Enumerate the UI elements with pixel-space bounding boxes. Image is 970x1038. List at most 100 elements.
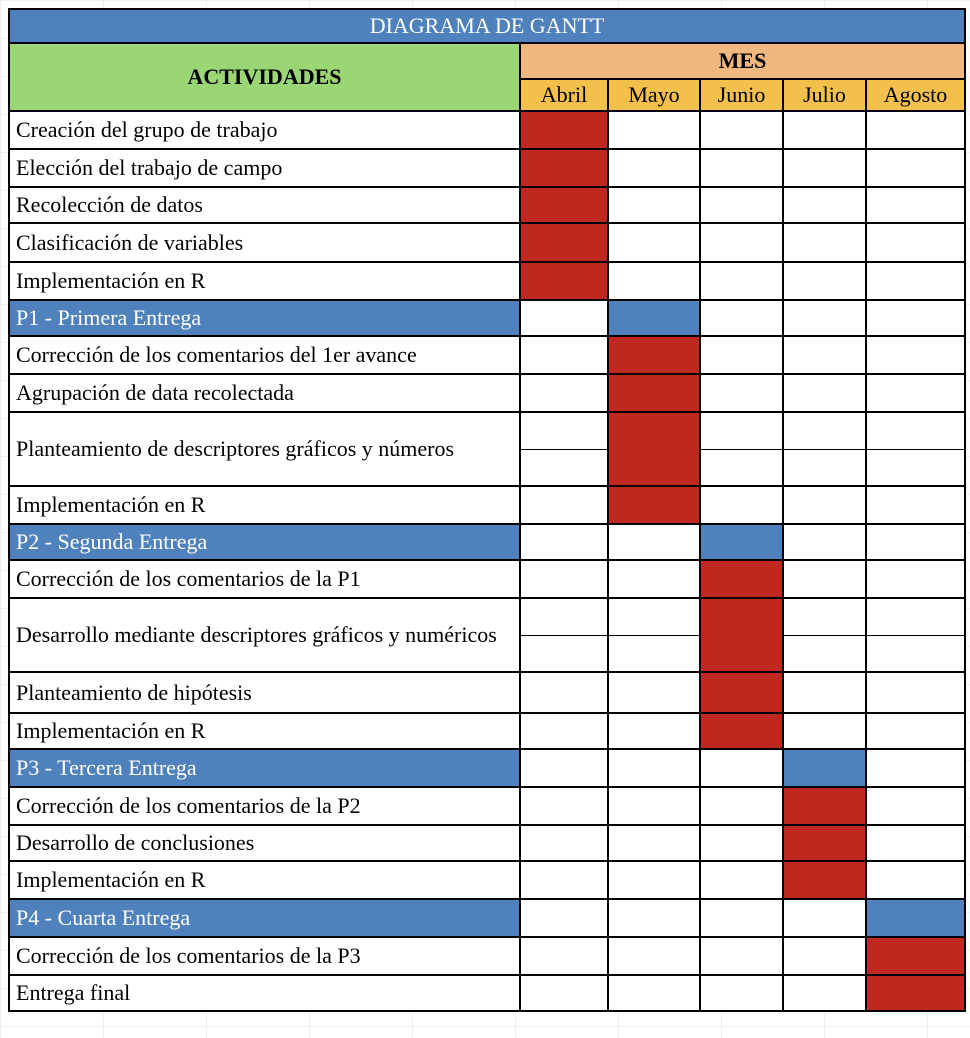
timeline-cell xyxy=(607,898,701,938)
timeline-cell xyxy=(864,411,967,487)
timeline-cell xyxy=(864,824,967,862)
timeline-cell xyxy=(519,335,609,375)
phase-label: P2 - Segunda Entrega xyxy=(8,523,521,561)
timeline-cell xyxy=(864,597,967,673)
task-bar xyxy=(519,186,609,224)
task-row: Entrega final xyxy=(8,974,967,1012)
timeline-cell xyxy=(699,110,784,150)
timeline-cell xyxy=(699,186,784,224)
activity-label: Creación del grupo de trabajo xyxy=(8,110,521,150)
task-bar xyxy=(607,373,701,413)
task-bar xyxy=(519,148,609,188)
timeline-cell xyxy=(864,748,967,788)
month-header-abril: Abril xyxy=(519,78,609,112)
timeline-cell xyxy=(864,523,967,561)
task-row: Desarrollo mediante descriptores gráfico… xyxy=(8,597,967,673)
gantt-body: Creación del grupo de trabajo Elección de… xyxy=(8,110,967,1012)
timeline-cell xyxy=(607,860,701,900)
task-bar xyxy=(607,335,701,375)
task-row: Planteamiento de hipótesis xyxy=(8,671,967,714)
timeline-cell xyxy=(782,148,867,188)
task-bar xyxy=(699,671,784,714)
timeline-cell xyxy=(699,411,784,487)
timeline-cell xyxy=(607,712,701,750)
month-header-agosto: Agosto xyxy=(864,78,967,112)
task-row: Corrección de los comentarios de la P2 xyxy=(8,786,967,826)
timeline-cell xyxy=(864,373,967,413)
task-row: Planteamiento de descriptores gráficos y… xyxy=(8,411,967,487)
timeline-cell xyxy=(782,936,867,976)
timeline-cell xyxy=(864,712,967,750)
task-bar xyxy=(699,559,784,599)
task-row: Creación del grupo de trabajo xyxy=(8,110,967,150)
timeline-cell xyxy=(519,299,609,337)
timeline-cell xyxy=(782,373,867,413)
activity-label: Entrega final xyxy=(8,974,521,1012)
task-bar xyxy=(782,786,867,826)
task-bar xyxy=(864,974,967,1012)
timeline-cell xyxy=(782,110,867,150)
timeline-cell xyxy=(699,335,784,375)
timeline-cell xyxy=(699,148,784,188)
month-header-junio: Junio xyxy=(699,78,784,112)
activity-label: Corrección de los comentarios de la P2 xyxy=(8,786,521,826)
timeline-cell xyxy=(607,523,701,561)
timeline-cell xyxy=(607,597,701,673)
timeline-cell xyxy=(519,860,609,900)
timeline-cell xyxy=(607,110,701,150)
timeline-cell xyxy=(699,299,784,337)
task-row: Corrección de los comentarios del 1er av… xyxy=(8,335,967,375)
timeline-cell xyxy=(519,824,609,862)
timeline-cell xyxy=(519,411,609,487)
task-row: Corrección de los comentarios de la P3 xyxy=(8,936,967,976)
task-row: Recolección de datos xyxy=(8,186,967,224)
phase-label: P3 - Tercera Entrega xyxy=(8,748,521,788)
timeline-cell xyxy=(607,824,701,862)
timeline-cell xyxy=(699,261,784,301)
timeline-cell xyxy=(782,261,867,301)
timeline-cell xyxy=(607,936,701,976)
task-bar xyxy=(699,712,784,750)
timeline-cell xyxy=(607,974,701,1012)
task-row: Elección del trabajo de campo xyxy=(8,148,967,188)
task-row: Implementación en R xyxy=(8,860,967,900)
task-bar xyxy=(607,411,701,487)
task-row: Desarrollo de conclusiones xyxy=(8,824,967,862)
timeline-cell xyxy=(519,523,609,561)
task-bar xyxy=(782,860,867,900)
activity-label: Implementación en R xyxy=(8,261,521,301)
activity-label: Desarrollo de conclusiones xyxy=(8,824,521,862)
phase-row: P3 - Tercera Entrega xyxy=(8,748,967,788)
activity-label: Recolección de datos xyxy=(8,186,521,224)
task-row: Implementación en R xyxy=(8,485,967,525)
timeline-cell xyxy=(519,559,609,599)
timeline-cell xyxy=(699,974,784,1012)
activity-label: Desarrollo mediante descriptores gráfico… xyxy=(8,597,521,673)
timeline-cell xyxy=(782,712,867,750)
activity-label: Corrección de los comentarios de la P1 xyxy=(8,559,521,599)
timeline-cell xyxy=(607,186,701,224)
timeline-cell xyxy=(782,485,867,525)
phase-bar xyxy=(699,523,784,561)
timeline-cell xyxy=(864,148,967,188)
task-row: Corrección de los comentarios de la P1 xyxy=(8,559,967,599)
timeline-cell xyxy=(782,411,867,487)
timeline-cell xyxy=(519,373,609,413)
timeline-cell xyxy=(864,299,967,337)
timeline-cell xyxy=(864,485,967,525)
activity-label: Elección del trabajo de campo xyxy=(8,148,521,188)
month-header-mayo: Mayo xyxy=(607,78,701,112)
timeline-cell xyxy=(699,222,784,263)
timeline-cell xyxy=(519,712,609,750)
timeline-cell xyxy=(607,786,701,826)
phase-row: P4 - Cuarta Entrega xyxy=(8,898,967,938)
timeline-cell xyxy=(864,335,967,375)
timeline-cell xyxy=(519,936,609,976)
timeline-cell xyxy=(699,898,784,938)
task-bar xyxy=(519,222,609,263)
timeline-cell xyxy=(519,748,609,788)
timeline-cell xyxy=(519,597,609,673)
timeline-cell xyxy=(864,222,967,263)
timeline-cell xyxy=(607,559,701,599)
timeline-cell xyxy=(782,597,867,673)
